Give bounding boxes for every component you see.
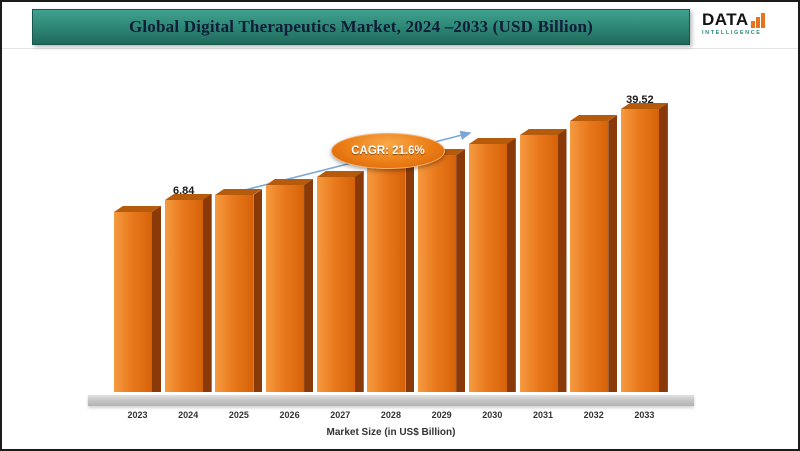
bar-column-2025 [215, 189, 263, 392]
bar-2027 [316, 171, 364, 392]
bar-side-face [456, 149, 466, 392]
bar-2026 [266, 179, 314, 392]
header: Global Digital Therapeutics Market, 2024… [2, 2, 798, 49]
bar-column-2026 [266, 179, 314, 392]
bar-side-face [202, 194, 212, 392]
bar-column-2033: 39.52 [620, 94, 668, 392]
bars-area: 6.84 39.52 [114, 94, 668, 392]
logo-subtitle: INTELLIGENCE [702, 30, 762, 36]
company-logo: DATA INTELLIGENCE [702, 9, 788, 36]
logo-wordmark: DATA [702, 10, 749, 29]
bar-2033 [620, 103, 668, 392]
bar-side-face [304, 179, 314, 392]
x-tick-2025: 2025 [228, 410, 249, 420]
bar-2031 [519, 129, 567, 392]
bar-side-face [405, 159, 415, 392]
bar-2023 [114, 206, 161, 392]
bar-side-face [253, 189, 263, 392]
chart-floor [88, 395, 694, 406]
x-tick-2028: 2028 [380, 410, 401, 420]
bar-column-2030 [468, 138, 516, 392]
x-tick-2023: 2023 [127, 410, 148, 420]
logo-top: DATA [702, 11, 765, 28]
x-tick-2031: 2031 [532, 410, 554, 420]
bar-side-face [608, 115, 618, 392]
bar-column-2027 [316, 171, 364, 392]
x-tick-2027: 2027 [330, 410, 351, 420]
bar-column-2029 [418, 149, 466, 392]
logo-bar-chart-icon [750, 13, 765, 28]
bar-2024 [164, 194, 212, 392]
x-tick-2030: 2030 [482, 410, 503, 420]
bar-column-2028 [367, 159, 415, 392]
bar-2030 [468, 138, 516, 392]
bar-2028 [367, 159, 415, 392]
bar-2032 [570, 115, 618, 392]
bar-column-2032 [570, 115, 618, 392]
x-tick-2024: 2024 [178, 410, 199, 420]
bar-side-face [557, 129, 567, 392]
bar-side-face [658, 103, 668, 392]
bar-chart: 6.84 39.52 CAGR: 21.6% 2023 2024 2025 2026 20… [2, 49, 798, 449]
bar-column-2023 [114, 206, 161, 392]
bar-2029 [418, 149, 466, 392]
bar-side-face [152, 206, 161, 392]
chart-title: Global Digital Therapeutics Market, 2024… [128, 17, 594, 36]
x-tick-2029: 2029 [431, 410, 452, 420]
chart-title-banner: Global Digital Therapeutics Market, 2024… [32, 9, 690, 45]
bar-side-face [354, 171, 364, 392]
x-tick-2032: 2032 [583, 410, 604, 420]
x-tick-2033: 2033 [634, 410, 655, 420]
x-axis-label: Market Size (in US$ Billion) [326, 427, 456, 438]
bar-column-2031 [519, 129, 567, 392]
x-axis-ticks: 2023 2024 2025 2026 2027 2028 2029 2030 2031 2032… [114, 410, 668, 420]
bar-side-face [506, 138, 516, 392]
bar-2025 [215, 189, 263, 392]
x-tick-2026: 2026 [279, 410, 300, 420]
bar-column-2024: 6.84 [164, 185, 212, 392]
cagr-badge: CAGR: 21.6% [331, 133, 445, 169]
